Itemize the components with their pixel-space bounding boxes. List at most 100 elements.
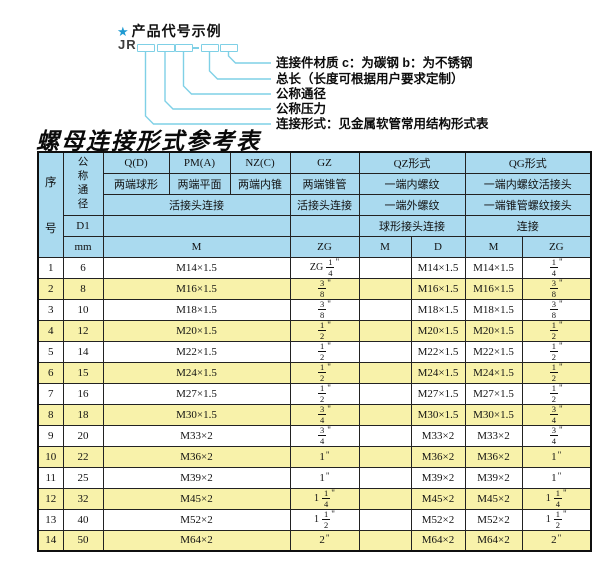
table-row: 8 18 M30×1.5 3 4 " M30×1.5 M30×1.5 3 4 " (37, 403, 592, 426)
cell-qz-m (358, 256, 412, 279)
cell-m-thread: M22×1.5 (102, 340, 291, 363)
label-nominal-diameter: 公称通径 (276, 87, 327, 101)
cell-qg-zg: 3 8 " (521, 277, 592, 300)
cell-dn-mm: 22 (62, 445, 104, 468)
cell-qz-d: M33×2 (410, 424, 466, 447)
cell-dn-mm: 6 (62, 256, 104, 279)
header-nominal-diameter: 公称通径 (62, 151, 104, 216)
cell-qz-d: M45×2 (410, 487, 466, 510)
cell-seq: 11 (37, 466, 64, 489)
cell-qz-d: M30×1.5 (410, 403, 466, 426)
table-row: 12 32 M45×2 1 1 4 " M45×2 M45×2 1 1 4 " (37, 487, 592, 510)
cell-m-thread: M27×1.5 (102, 382, 291, 405)
header-unit-qg-zg: ZG (521, 235, 592, 258)
cell-m-thread: M39×2 (102, 466, 291, 489)
cell-m-thread: M36×2 (102, 445, 291, 468)
cell-qg-zg: 2" (521, 529, 592, 552)
cell-qz-d: M20×1.5 (410, 319, 466, 342)
cell-qg-m: M27×1.5 (464, 382, 523, 405)
cell-qz-m (358, 298, 412, 321)
cell-gz-zg: 1 1 2 " (289, 508, 360, 531)
header-conn-union-gz: 活接头连接 (289, 193, 360, 216)
header-code-qz: QZ形式 (358, 151, 466, 174)
cell-dn-mm: 8 (62, 277, 104, 300)
cell-qg-zg: 1 4 " (521, 256, 592, 279)
product-code-diagram: ★ 产品代号示例 JR 连接件材质 c：为碳钢 b：为不锈钢 总长（长度可根据用户… (0, 0, 600, 150)
cell-dn-mm: 25 (62, 466, 104, 489)
cell-dn-mm: 18 (62, 403, 104, 426)
header-unit-m: M (102, 235, 291, 258)
cell-gz-zg: 3 8 " (289, 298, 360, 321)
cell-dn-mm: 32 (62, 487, 104, 510)
cell-qg-m: M45×2 (464, 487, 523, 510)
diagram-title-text: 产品代号示例 (131, 23, 222, 39)
cell-seq: 12 (37, 487, 64, 510)
cell-gz-zg: 3 4 " (289, 424, 360, 447)
header-desc-gz: 两端锥管 (289, 172, 360, 195)
code-box (156, 44, 175, 52)
cell-qg-zg: 1" (521, 445, 592, 468)
cell-qg-m: M64×2 (464, 529, 523, 552)
cell-seq: 1 (37, 256, 64, 279)
cell-gz-zg: 1 2 " (289, 340, 360, 363)
header-d1: D1 (62, 214, 104, 237)
cell-dn-mm: 15 (62, 361, 104, 384)
header-code-nzc: NZ(C) (229, 151, 291, 174)
cell-qz-d: M16×1.5 (410, 277, 466, 300)
cell-qg-m: M36×2 (464, 445, 523, 468)
header-code-gz: GZ (289, 151, 360, 174)
header-conn-ext-thread: 一端外螺纹 (358, 193, 466, 216)
header-desc-qz: 一端内螺纹 (358, 172, 466, 195)
cell-gz-zg: 1" (289, 466, 360, 489)
code-prefix: JR (118, 37, 137, 52)
label-connection-form: 连接形式：见金属软管常用结构形式表 (276, 117, 489, 131)
table-row: 13 40 M52×2 1 1 2 " M52×2 M52×2 1 1 2 " (37, 508, 592, 531)
cell-qz-m (358, 340, 412, 363)
header-conn: 连接 (464, 214, 592, 237)
cell-dn-mm: 40 (62, 508, 104, 531)
cell-dn-mm: 14 (62, 340, 104, 363)
cell-qg-m: M16×1.5 (464, 277, 523, 300)
cell-qg-m: M18×1.5 (464, 298, 523, 321)
cell-qz-d: M18×1.5 (410, 298, 466, 321)
header-desc-nzc: 两端内锥 (229, 172, 291, 195)
cell-qz-m (358, 508, 412, 531)
cell-qg-zg: 1 2 " (521, 361, 592, 384)
header-desc-qg: 一端内螺纹活接头 (464, 172, 592, 195)
header-desc-qd: 两端球形 (102, 172, 170, 195)
cell-seq: 13 (37, 508, 64, 531)
cell-m-thread: M45×2 (102, 487, 291, 510)
cell-m-thread: M52×2 (102, 508, 291, 531)
cell-gz-zg: 1" (289, 445, 360, 468)
cell-qz-m (358, 529, 412, 552)
cell-qz-m (358, 319, 412, 342)
cell-seq: 5 (37, 340, 64, 363)
cell-gz-zg: 1 1 4 " (289, 487, 360, 510)
cell-m-thread: M14×1.5 (102, 256, 291, 279)
label-total-length: 总长（长度可根据用户要求定制） (276, 72, 464, 86)
header-code-qg: QG形式 (464, 151, 592, 174)
cell-dn-mm: 20 (62, 424, 104, 447)
cell-qz-d: M27×1.5 (410, 382, 466, 405)
cell-seq: 4 (37, 319, 64, 342)
header-desc-pma: 两端平面 (168, 172, 231, 195)
table-body: 1 6 M14×1.5 ZG 1 4 " M14×1.5 M14×1.5 1 4 " 2 8 M16×1.5… (37, 256, 592, 552)
cell-qz-d: M39×2 (410, 466, 466, 489)
cell-m-thread: M24×1.5 (102, 361, 291, 384)
table-row: 7 16 M27×1.5 1 2 " M27×1.5 M27×1.5 1 2 " (37, 382, 592, 405)
cell-qz-m (358, 382, 412, 405)
cell-seq: 6 (37, 361, 64, 384)
header-conn-union: 活接头连接 (102, 193, 291, 216)
cell-qz-d: M52×2 (410, 508, 466, 531)
header-unit-qg-m: M (464, 235, 523, 258)
table-row: 10 22 M36×2 1" M36×2 M36×2 1" (37, 445, 592, 468)
cell-qz-d: M64×2 (410, 529, 466, 552)
cell-qg-zg: 1 2 " (521, 382, 592, 405)
code-box (220, 44, 238, 52)
cell-m-thread: M18×1.5 (102, 298, 291, 321)
cell-m-thread: M30×1.5 (102, 403, 291, 426)
header-conn-taper: 一端锥管螺纹接头 (464, 193, 592, 216)
cell-qg-zg: 1 1 4 " (521, 487, 592, 510)
header-empty (289, 214, 360, 237)
cell-m-thread: M64×2 (102, 529, 291, 552)
